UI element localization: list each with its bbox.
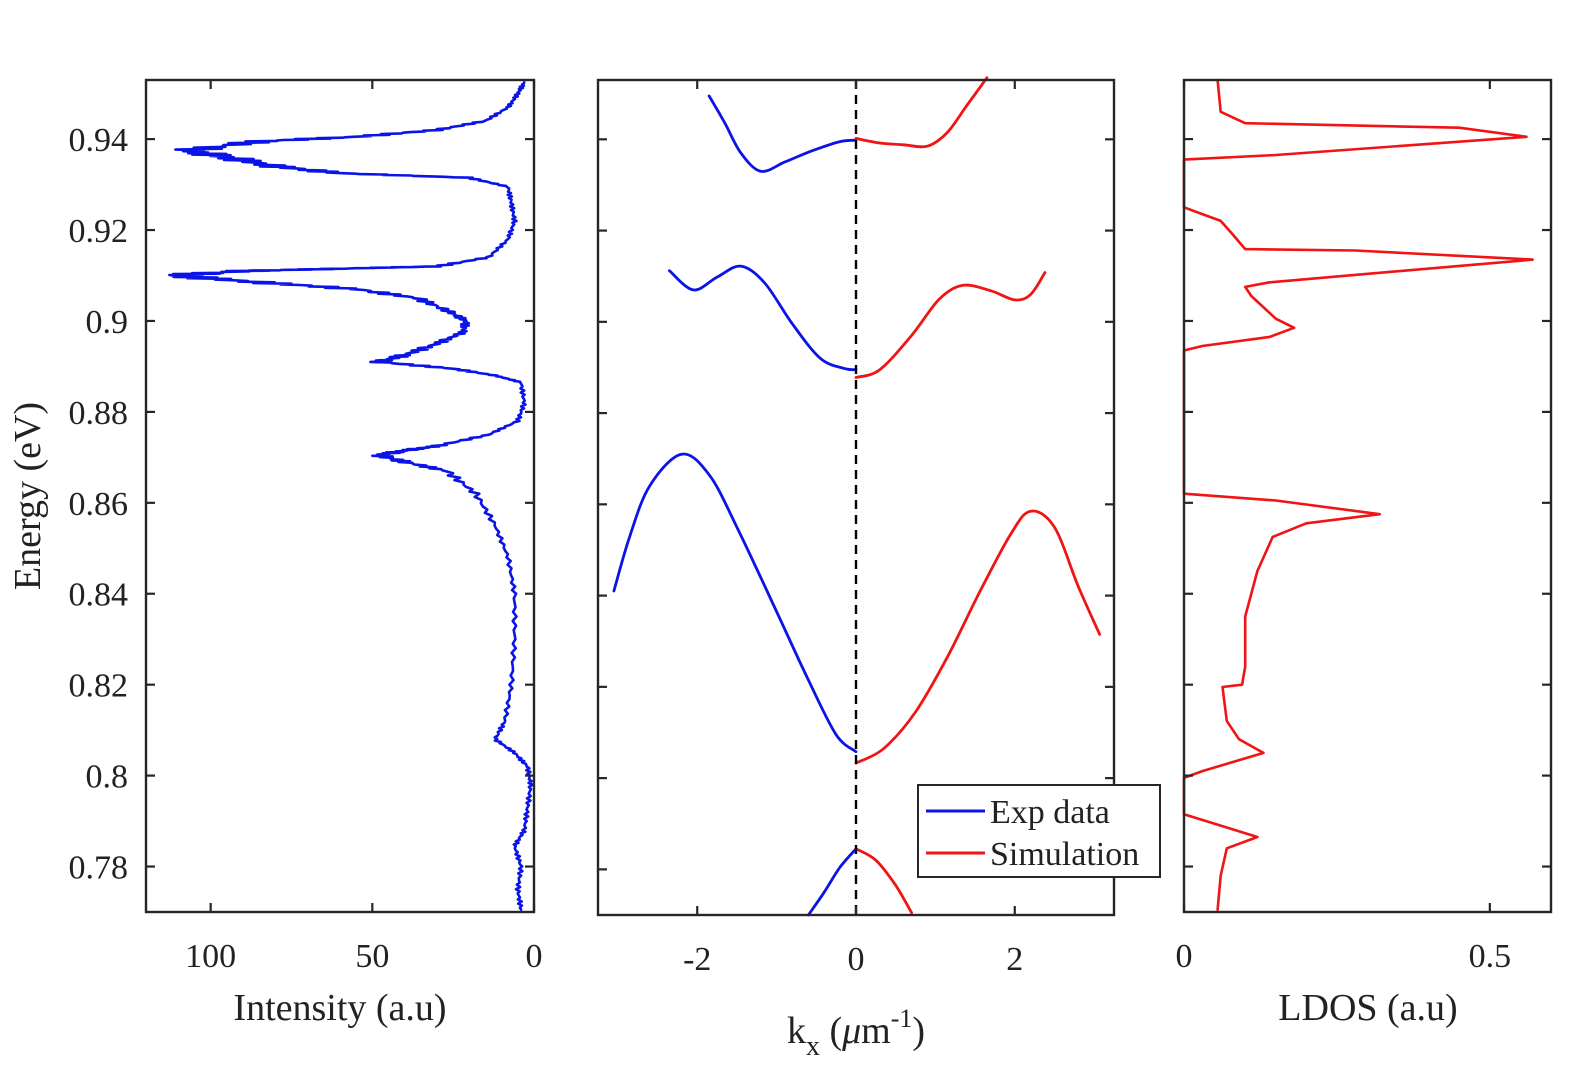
exp-band-1	[807, 847, 858, 917]
sim-band-2	[854, 509, 1102, 765]
ldos-xtick-label: 0	[1176, 938, 1193, 975]
intensity-ytick-label: 0.78	[69, 850, 129, 887]
kx-label-superscript: -1	[891, 1004, 913, 1033]
intensity-axes-frame	[144, 78, 536, 914]
kx-label-subscript: x	[806, 1031, 820, 1062]
kx-label-k: k	[787, 1010, 806, 1052]
kx-xtick-label: 2	[1006, 941, 1023, 978]
kx-label-close: )	[912, 1010, 925, 1052]
kx-label-m: m	[861, 1010, 891, 1052]
intensity-ytick-label: 0.92	[69, 213, 129, 250]
legend-exp-label: Exp data	[990, 794, 1110, 831]
intensity-xtick-label: 0	[526, 938, 543, 975]
intensity-panel: 100 50 0 0.78 0.8 0.82 0.84 0.86 0.88 0.9 0.92 0.94…	[7, 78, 543, 1029]
ldos-xtick-label: 0.5	[1469, 938, 1512, 975]
dispersion-panel: -2 0 2 kx (μm-1) Exp data Simulation	[596, 76, 1161, 1062]
sim-band-4	[854, 76, 989, 149]
ldos-x-axis-label: LDOS (a.u)	[1278, 987, 1457, 1029]
intensity-ticks: 100 50 0 0.78 0.8 0.82 0.84 0.86 0.88 0.9 0.92 0.94	[69, 80, 543, 975]
intensity-spectrum-line	[168, 81, 535, 912]
sim-band-1	[854, 847, 913, 915]
dispersion-plot-area	[612, 76, 1102, 917]
exp-band-2	[612, 452, 858, 754]
intensity-plot-area	[168, 81, 535, 912]
sim-band-3	[854, 271, 1047, 379]
energy-y-axis-label: Energy (eV)	[7, 402, 49, 590]
intensity-ytick-label: 0.84	[69, 577, 129, 614]
intensity-xtick-label: 50	[355, 938, 389, 975]
ldos-ticks: 0 0.5	[1176, 80, 1551, 975]
intensity-xtick-label: 100	[185, 938, 236, 975]
ldos-line	[1182, 78, 1534, 912]
intensity-ytick-label: 0.86	[69, 486, 129, 523]
dispersion-ticks: -2 0 2	[598, 80, 1114, 978]
exp-band-4	[707, 94, 858, 173]
ldos-panel: 0 0.5 LDOS (a.u)	[1176, 78, 1553, 1029]
exp-band-3	[668, 264, 858, 372]
legend: Exp data Simulation	[917, 784, 1161, 878]
kx-label-open: (	[820, 1010, 842, 1052]
kx-axis-label: kx (μm-1)	[787, 1004, 925, 1062]
intensity-ytick-label: 0.8	[86, 759, 129, 796]
ldos-axes-frame	[1182, 78, 1553, 914]
ldos-plot-area	[1182, 78, 1534, 912]
kx-xtick-label: 0	[848, 941, 865, 978]
intensity-ytick-label: 0.9	[86, 304, 129, 341]
kx-xtick-label: -2	[683, 941, 711, 978]
intensity-ytick-label: 0.88	[69, 395, 129, 432]
intensity-x-axis-label: Intensity (a.u)	[233, 987, 446, 1029]
intensity-ytick-label: 0.82	[69, 668, 129, 705]
legend-sim-label: Simulation	[990, 836, 1139, 873]
kx-label-mu: μ	[841, 1010, 861, 1052]
legend-box	[917, 784, 1161, 878]
intensity-ytick-label: 0.94	[69, 122, 129, 159]
